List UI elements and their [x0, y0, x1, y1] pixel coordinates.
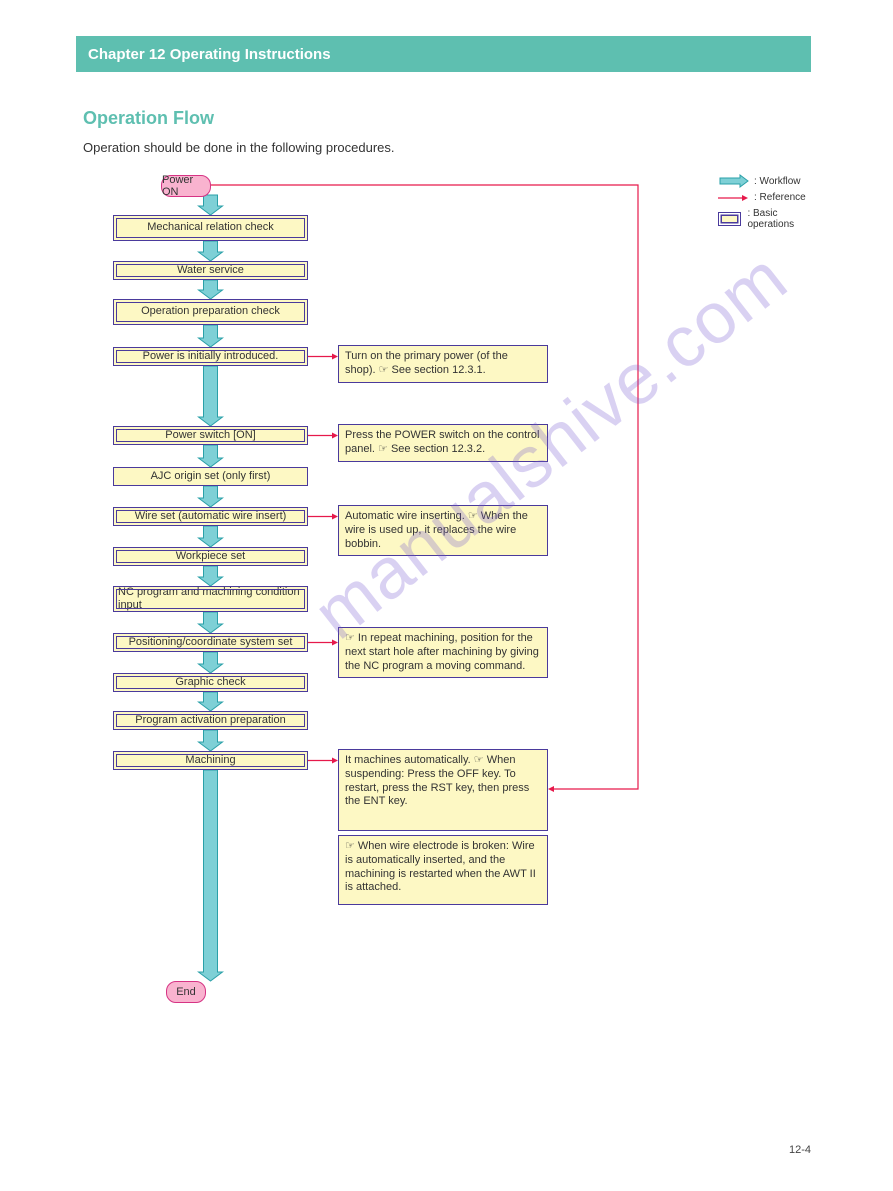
- side-note-n13: It machines automatically. ☞ When suspen…: [338, 749, 548, 831]
- legend-workflow: : Workflow: [718, 175, 813, 187]
- flow-node-start: Power ON: [161, 175, 211, 197]
- side-note-n13-extra: ☞ When wire electrode is broken: Wire is…: [338, 835, 548, 905]
- flow-node-n10: Positioning/coordinate system set: [113, 633, 308, 652]
- legend-basic-label: : Basic operations: [747, 208, 813, 230]
- page-number: 12-4: [789, 1144, 811, 1156]
- legend: : Workflow : Reference : Basic operation…: [718, 175, 813, 235]
- flow-node-n3: Operation preparation check: [113, 299, 308, 325]
- flow-node-n6: AJC origin set (only first): [113, 467, 308, 486]
- flow-node-n11: Graphic check: [113, 673, 308, 692]
- side-note-n10: ☞ In repeat machining, position for the …: [338, 627, 548, 678]
- flow-node-n2: Water service: [113, 261, 308, 280]
- chapter-header: Chapter 12 Operating Instructions: [76, 36, 811, 72]
- flow-node-n13: Machining: [113, 751, 308, 770]
- flow-node-n8: Workpiece set: [113, 547, 308, 566]
- flow-canvas: Power ON Mechanical relation check Water s…: [83, 175, 813, 1095]
- legend-workflow-label: : Workflow: [754, 176, 801, 187]
- page-subtitle: Operation should be done in the followin…: [83, 140, 395, 155]
- legend-reference: : Reference: [718, 192, 813, 203]
- legend-reference-label: : Reference: [754, 192, 806, 203]
- flow-node-n9: NC program and machining condition input: [113, 586, 308, 612]
- page: Chapter 12 Operating Instructions Operat…: [0, 0, 893, 1191]
- flow-node-n5: Power switch [ON]: [113, 426, 308, 445]
- side-note-n4: Turn on the primary power (of the shop).…: [338, 345, 548, 383]
- side-note-n7: Automatic wire inserting. ☞ When the wir…: [338, 505, 548, 556]
- flow-node-n4: Power is initially introduced.: [113, 347, 308, 366]
- page-title: Operation Flow: [83, 108, 214, 129]
- flow-node-n7: Wire set (automatic wire insert): [113, 507, 308, 526]
- side-note-n5: Press the POWER switch on the control pa…: [338, 424, 548, 462]
- flow-node-n12: Program activation preparation: [113, 711, 308, 730]
- flow-node-end: End: [166, 981, 206, 1003]
- legend-basic: : Basic operations: [718, 208, 813, 230]
- flow-node-n1: Mechanical relation check: [113, 215, 308, 241]
